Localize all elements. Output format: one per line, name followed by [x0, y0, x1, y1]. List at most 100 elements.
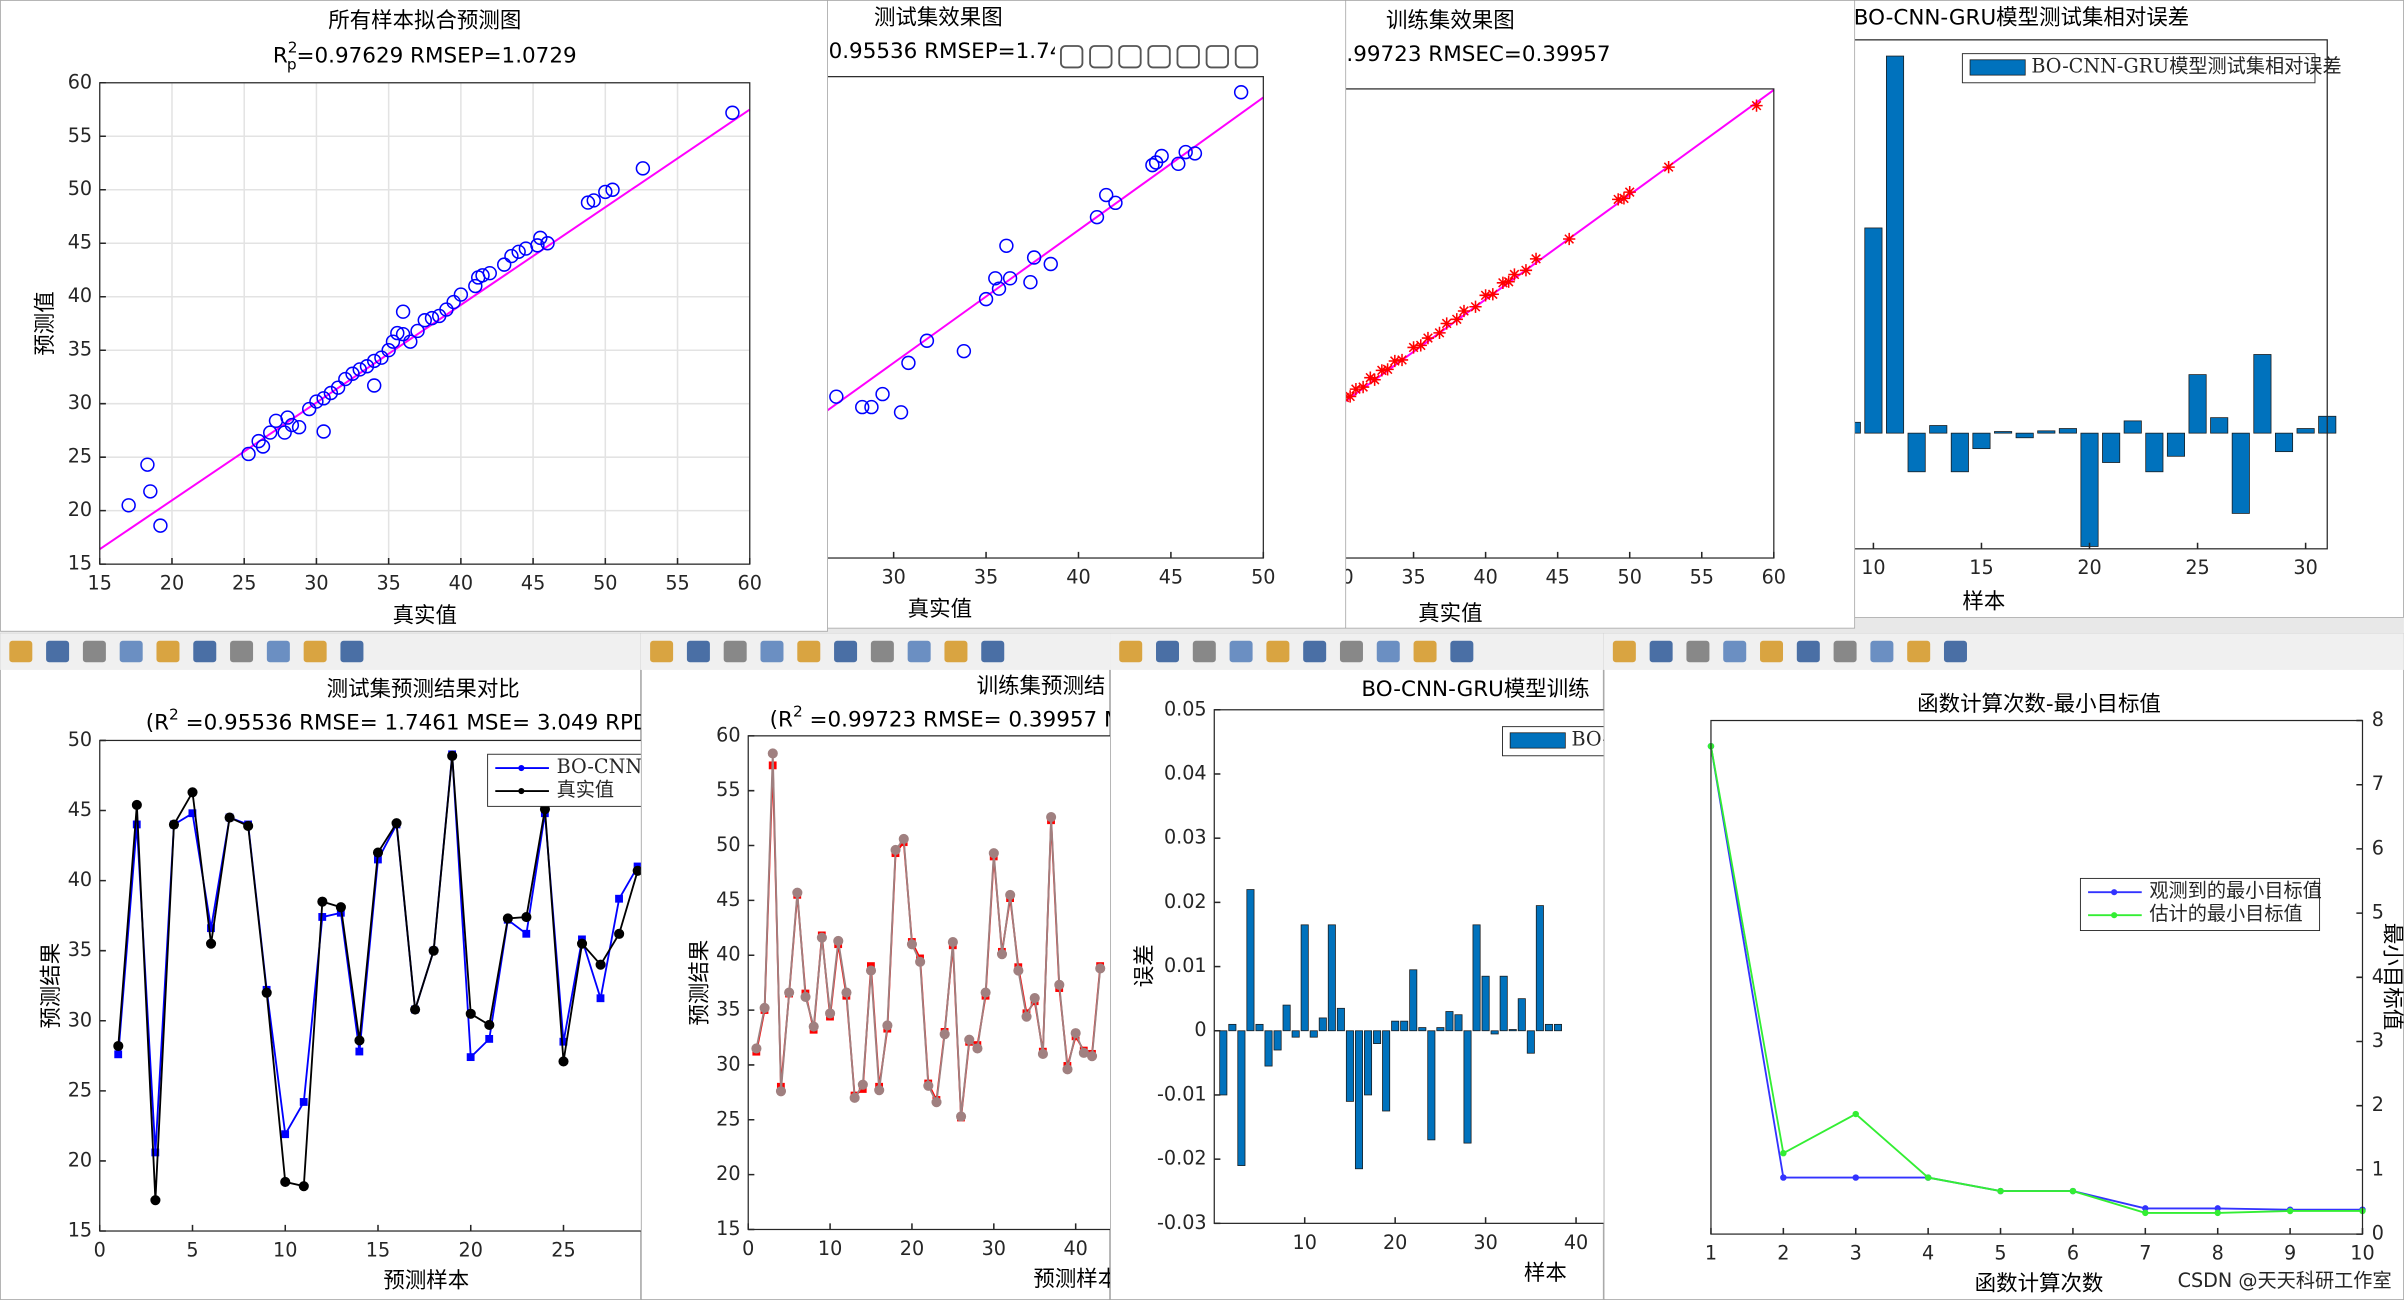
- metric-sub: p: [287, 55, 297, 73]
- marker: [140, 457, 155, 472]
- x-tick-label: 0: [94, 1238, 106, 1261]
- axes-toolbar-icon: [1060, 45, 1084, 69]
- marker: [280, 410, 295, 425]
- y-tick-label: 30: [716, 1052, 740, 1075]
- bar: [2123, 420, 2142, 434]
- chart-title: BO-CNN-GRU模型训练: [1361, 677, 1589, 702]
- plot-area: [1219, 889, 1562, 1170]
- x-tick-label: 55: [665, 572, 689, 595]
- bar: [2080, 432, 2099, 547]
- axes-toolbar: [1054, 39, 1270, 74]
- marker: [224, 812, 235, 823]
- x-axis-label: 真实值: [908, 597, 972, 622]
- marker: [330, 380, 346, 395]
- marker: [855, 399, 870, 415]
- marker: [280, 1176, 291, 1188]
- marker: [1013, 965, 1024, 976]
- axes-toolbar-icon: [1205, 45, 1229, 69]
- bar: [1327, 924, 1336, 1032]
- bar: [2145, 432, 2164, 473]
- marker: [980, 987, 991, 998]
- marker: [153, 518, 168, 533]
- bar: [2253, 354, 2272, 434]
- marker: [857, 1079, 868, 1090]
- x-tick-label: 35: [974, 565, 998, 588]
- marker: [1852, 1174, 1859, 1181]
- metric-symbol: R: [273, 44, 288, 69]
- x-tick-label: 15: [88, 572, 112, 595]
- figure-window: 0 10 20 30 40 15 20 25 30 35 40 45 50 55 60 训练集预测结 (R2 =…: [640, 633, 1136, 1300]
- bar: [1526, 1030, 1535, 1054]
- toolbar-icon: [82, 640, 106, 663]
- marker: [615, 894, 623, 903]
- marker: [919, 333, 935, 348]
- marker: [243, 820, 254, 832]
- plot-area: [99, 105, 751, 551]
- toolbar-icon: [266, 640, 290, 663]
- toolbar-icon: [1413, 640, 1437, 663]
- x-tick-label: 30: [2293, 556, 2317, 579]
- marker: [1086, 1051, 1098, 1062]
- metric-text: =0.99723 RMSE= 0.39957 MS: [803, 708, 1136, 733]
- marker: [1171, 156, 1186, 172]
- marker: [484, 1019, 495, 1031]
- marker: [533, 230, 548, 246]
- marker: [395, 304, 411, 319]
- bar: [2015, 432, 2034, 439]
- marker: [996, 949, 1008, 960]
- legend-box: [487, 753, 641, 807]
- y-tick-label: 45: [68, 798, 92, 821]
- marker: [559, 1037, 568, 1046]
- x-tick-label: 2: [1777, 1242, 1789, 1265]
- toolbar-icon: [9, 640, 33, 663]
- toolbar-icon: [1870, 640, 1894, 663]
- marker: [596, 994, 605, 1003]
- marker: [482, 265, 497, 281]
- bar: [2210, 417, 2229, 434]
- x-tick-label: 1: [1705, 1242, 1717, 1265]
- axes-background: [1214, 709, 1604, 1224]
- chart-title: BO-CNN-GRU模型测试集相对误差: [1854, 5, 2189, 30]
- marker: [1421, 331, 1435, 345]
- marker: [875, 386, 890, 402]
- marker: [428, 945, 439, 956]
- toolbar-icon: [119, 640, 143, 663]
- bar: [2102, 432, 2121, 463]
- x-tick-label: 20: [160, 572, 184, 595]
- toolbar-icon: [686, 640, 710, 663]
- x-tick-label: 6: [2067, 1242, 2079, 1265]
- marker: [988, 271, 1003, 286]
- bar: [2274, 432, 2294, 453]
- y-tick-label: 20: [68, 498, 92, 521]
- marker: [465, 1008, 476, 1019]
- x-tick-label: 30: [304, 572, 328, 595]
- bar: [1364, 1030, 1373, 1096]
- marker: [403, 334, 418, 349]
- x-tick-label: 15: [1969, 556, 1993, 579]
- marker: [355, 1047, 364, 1056]
- marker: [1479, 289, 1492, 302]
- chart-title: 训练集预测结: [977, 674, 1106, 699]
- marker: [188, 809, 197, 818]
- plot-area: [1842, 55, 2337, 547]
- x-tick-label: 0: [742, 1237, 754, 1260]
- bar: [1409, 969, 1418, 1032]
- x-tick-label: 10: [1861, 556, 1885, 579]
- marker: [132, 820, 141, 829]
- x-axis-label: 样本: [1962, 589, 2005, 614]
- marker: [301, 401, 317, 417]
- x-tick-label: 45: [1159, 565, 1183, 588]
- toolbar-icon: [944, 640, 968, 663]
- x-tick-label: 10: [2350, 1242, 2374, 1265]
- marker: [113, 1040, 124, 1052]
- marker: [453, 287, 469, 302]
- x-tick-label: 15: [366, 1238, 390, 1261]
- y-tick-label: -0.03: [1157, 1211, 1207, 1234]
- toolbar-icon: [156, 640, 180, 663]
- axes-box: [99, 82, 751, 565]
- watermark: CSDN @天天科研工作室: [2178, 1269, 2392, 1292]
- y-tick-label: 40: [68, 284, 92, 307]
- marker: [390, 325, 405, 341]
- y2-tick-label: 5: [2372, 901, 2384, 924]
- marker: [241, 446, 256, 462]
